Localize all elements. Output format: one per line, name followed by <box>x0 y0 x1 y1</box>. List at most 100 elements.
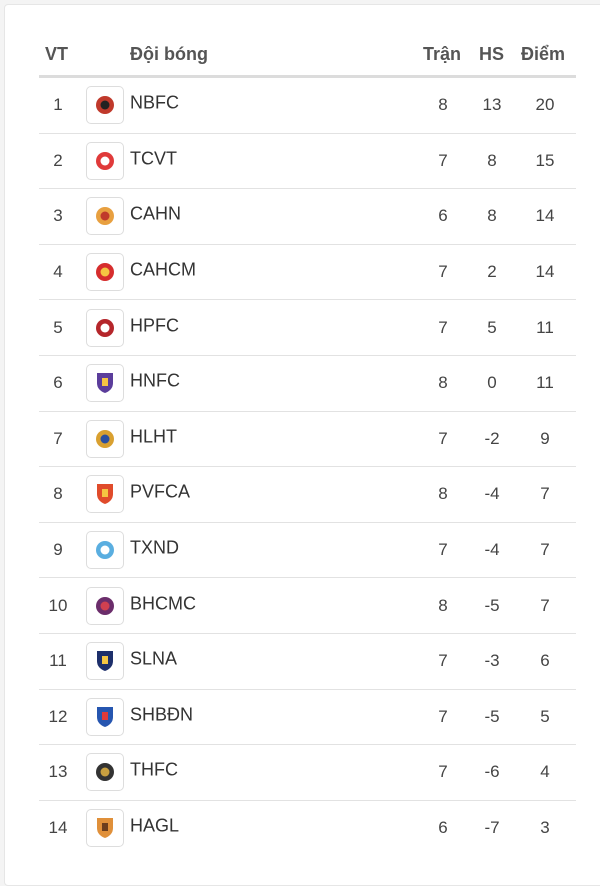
played: 7 <box>438 428 448 448</box>
points: 7 <box>540 484 550 504</box>
table-row[interactable]: 12 SHBĐN 7 -5 5 <box>39 690 576 746</box>
team-name[interactable]: HLHT <box>130 426 178 447</box>
points: 11 <box>536 373 554 393</box>
goal-difference: -2 <box>484 428 500 448</box>
played: 7 <box>438 540 448 560</box>
position: 2 <box>53 150 63 170</box>
position: 12 <box>48 706 68 726</box>
points: 6 <box>540 651 550 671</box>
team-logo-icon <box>86 364 124 403</box>
goal-difference: -7 <box>484 818 500 838</box>
header-played: Trận <box>423 44 462 64</box>
table-row[interactable]: 9 TXND 7 -4 7 <box>39 523 576 579</box>
team-name[interactable]: THFC <box>130 759 178 780</box>
played: 7 <box>438 317 448 337</box>
goal-difference: 8 <box>487 206 497 226</box>
points: 20 <box>535 95 555 115</box>
team-logo-icon <box>86 475 124 514</box>
table-row[interactable]: 5 HPFC 7 5 11 <box>39 300 576 356</box>
played: 7 <box>438 150 448 170</box>
played: 7 <box>438 262 448 282</box>
position: 8 <box>53 484 63 504</box>
team-logo-icon <box>86 642 124 681</box>
goal-difference: 2 <box>487 262 497 282</box>
played: 8 <box>438 95 448 115</box>
goal-difference: 13 <box>482 95 502 115</box>
table-header: VT Đội bóng Trận HS Điểm <box>39 5 576 78</box>
position: 1 <box>53 95 63 115</box>
points: 5 <box>540 706 550 726</box>
position: 13 <box>48 762 68 782</box>
goal-difference: -4 <box>484 484 500 504</box>
standings-table: VT Đội bóng Trận HS Điểm 1 NBFC 8 13 20 … <box>39 5 576 855</box>
team-name[interactable]: HAGL <box>130 815 180 836</box>
played: 8 <box>438 595 448 615</box>
team-logo-icon <box>86 86 124 125</box>
played: 8 <box>438 373 448 393</box>
goal-difference: 8 <box>487 150 497 170</box>
team-logo-icon <box>86 586 124 625</box>
points: 15 <box>535 150 555 170</box>
points: 11 <box>536 317 554 337</box>
goal-difference: -3 <box>484 651 500 671</box>
goal-difference: -5 <box>484 595 500 615</box>
played: 6 <box>438 818 448 838</box>
position: 4 <box>53 262 63 282</box>
points: 4 <box>540 762 550 782</box>
played: 7 <box>438 706 448 726</box>
team-logo-icon <box>86 809 124 848</box>
table-row[interactable]: 13 THFC 7 -6 4 <box>39 745 576 801</box>
played: 6 <box>438 206 448 226</box>
table-row[interactable]: 6 HNFC 8 0 11 <box>39 356 576 412</box>
team-name[interactable]: SLNA <box>130 648 178 669</box>
position: 3 <box>53 206 63 226</box>
table-row[interactable]: 10 BHCMC 8 -5 7 <box>39 578 576 634</box>
team-logo-icon <box>86 697 124 736</box>
goal-difference: 5 <box>487 317 497 337</box>
played: 8 <box>438 484 448 504</box>
goal-difference: -4 <box>484 540 500 560</box>
team-name[interactable]: TCVT <box>130 148 177 169</box>
team-name[interactable]: HNFC <box>130 370 180 391</box>
points: 7 <box>540 595 550 615</box>
team-logo-icon <box>86 141 124 180</box>
team-name[interactable]: HPFC <box>130 315 179 336</box>
header-gd: HS <box>479 44 505 64</box>
team-name[interactable]: BHCMC <box>130 593 196 614</box>
standings-card: VT Đội bóng Trận HS Điểm 1 NBFC 8 13 20 … <box>4 4 600 886</box>
team-name[interactable]: PVFCA <box>130 481 191 502</box>
header-points: Điểm <box>521 44 566 64</box>
position: 7 <box>53 428 63 448</box>
played: 7 <box>438 762 448 782</box>
table-row[interactable]: 8 PVFCA 8 -4 7 <box>39 467 576 523</box>
position: 14 <box>48 818 68 838</box>
points: 7 <box>540 540 550 560</box>
table-row[interactable]: 3 CAHN 6 8 14 <box>39 189 576 245</box>
team-logo-icon <box>86 753 124 792</box>
table-row[interactable]: 2 TCVT 7 8 15 <box>39 134 576 190</box>
team-logo-icon <box>86 419 124 458</box>
played: 7 <box>438 651 448 671</box>
position: 11 <box>49 651 67 671</box>
team-name[interactable]: TXND <box>130 537 179 558</box>
table-row[interactable]: 14 HAGL 6 -7 3 <box>39 801 576 856</box>
team-name[interactable]: NBFC <box>130 92 179 113</box>
team-logo-icon <box>86 197 124 236</box>
team-name[interactable]: CAHN <box>130 203 182 224</box>
points: 14 <box>535 262 555 282</box>
position: 10 <box>48 595 68 615</box>
team-logo-icon <box>86 253 124 292</box>
team-name[interactable]: CAHCM <box>130 259 196 280</box>
header-team: Đội bóng <box>130 44 208 64</box>
points: 14 <box>535 206 555 226</box>
points: 3 <box>540 818 550 838</box>
table-row[interactable]: 4 CAHCM 7 2 14 <box>39 245 576 301</box>
table-row[interactable]: 11 SLNA 7 -3 6 <box>39 634 576 690</box>
position: 5 <box>53 317 63 337</box>
goal-difference: -5 <box>484 706 500 726</box>
team-name[interactable]: SHBĐN <box>130 704 194 725</box>
table-row[interactable]: 1 NBFC 8 13 20 <box>39 78 576 134</box>
table-row[interactable]: 7 HLHT 7 -2 9 <box>39 412 576 468</box>
position: 6 <box>53 373 63 393</box>
position: 9 <box>53 540 63 560</box>
